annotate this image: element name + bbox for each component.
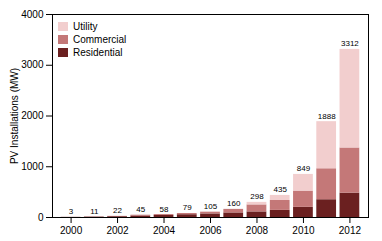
svg-text:11: 11 [90,207,99,216]
svg-text:2000: 2000 [21,110,44,121]
svg-text:2000: 2000 [60,225,83,236]
svg-text:105: 105 [204,202,218,211]
svg-text:435: 435 [274,185,288,194]
svg-text:1000: 1000 [21,161,44,172]
svg-text:160: 160 [227,199,241,208]
svg-text:2006: 2006 [199,225,222,236]
svg-text:1888: 1888 [318,112,336,121]
svg-text:3: 3 [69,207,74,216]
svg-text:PV Installations (MW): PV Installations (MW) [9,68,20,164]
svg-text:0: 0 [38,212,44,223]
html-text:Utility: Utility [73,21,98,32]
svg-text:2008: 2008 [246,225,269,236]
svg-text:2004: 2004 [153,225,176,236]
svg-text:45: 45 [136,205,145,214]
svg-text:3312: 3312 [341,39,359,48]
svg-text:2002: 2002 [106,225,129,236]
svg-text:2012: 2012 [339,225,362,236]
svg-text:849: 849 [297,164,311,173]
svg-text:58: 58 [160,205,169,214]
svg-text:298: 298 [250,192,264,201]
html-text:Commercial: Commercial [73,34,127,45]
svg-text:79: 79 [183,203,192,212]
svg-text:2010: 2010 [292,225,315,236]
svg-text:4000: 4000 [21,9,44,20]
svg-text:3000: 3000 [21,59,44,70]
svg-text:22: 22 [113,206,122,215]
html-text:Residential: Residential [73,47,123,58]
